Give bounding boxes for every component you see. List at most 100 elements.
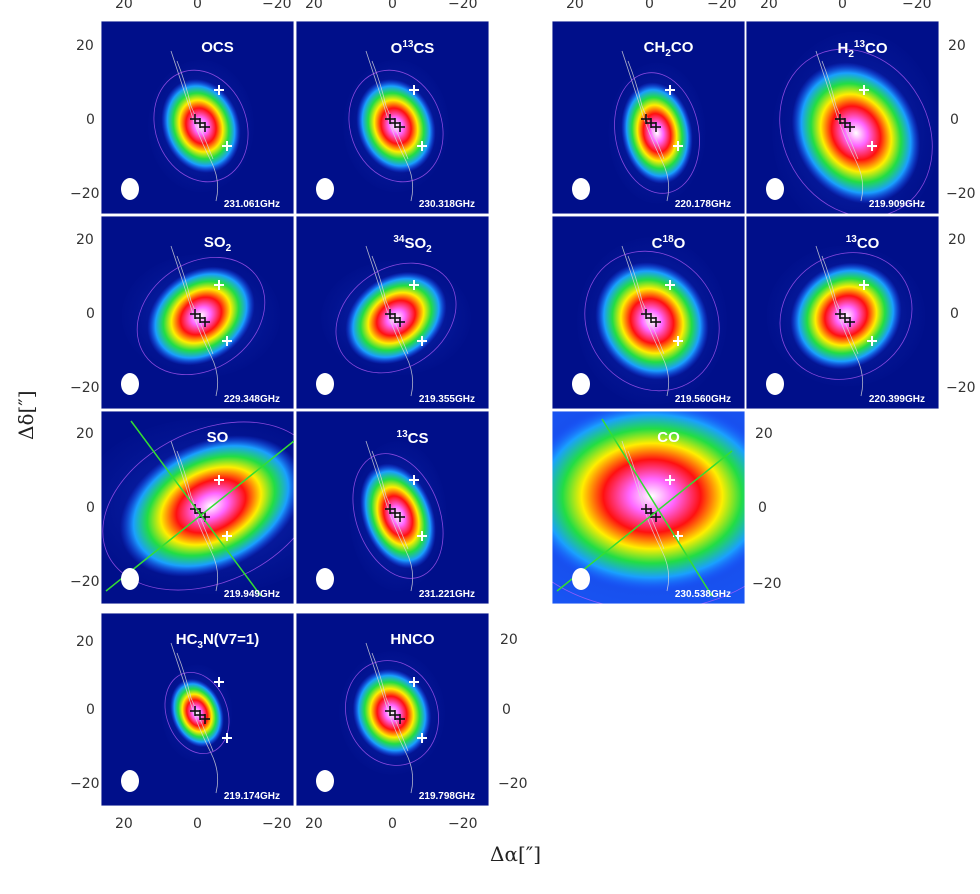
white-cross-markers: [409, 677, 427, 743]
white-cross-markers: [409, 280, 427, 346]
y-tick: −20: [70, 186, 100, 202]
beam-ellipse: [572, 178, 590, 200]
y-tick: 0: [86, 112, 95, 128]
bottom-tick: 0: [388, 816, 397, 832]
molecule-label: 13CS: [396, 429, 429, 447]
emission-map: [552, 411, 745, 604]
top-tick: 20: [115, 0, 133, 12]
y-tick-right: 20: [948, 232, 966, 248]
top-tick: 0: [193, 0, 202, 12]
emission-blob: [791, 62, 921, 204]
map-panel-hc3n: HC3N(V7=1) 219.174GHz: [101, 613, 294, 806]
emission-map: [101, 21, 294, 214]
white-cross-markers: [665, 85, 683, 151]
emission-blob: [161, 79, 241, 173]
white-cross-markers: [214, 677, 232, 743]
frequency-label: 219.174GHz: [223, 791, 280, 802]
y-tick-right: 0: [502, 702, 511, 718]
emission-blob: [595, 262, 709, 380]
emission-map: [746, 21, 939, 214]
y-tick: 0: [86, 500, 95, 516]
top-tick: −20: [448, 0, 478, 12]
beam-ellipse: [572, 373, 590, 395]
map-panel-34so2: 34SO2 219.355GHz: [296, 216, 489, 409]
y-tick: 20: [76, 38, 94, 54]
bottom-tick: −20: [262, 816, 292, 832]
top-tick: −20: [707, 0, 737, 12]
frequency-label: 231.221GHz: [418, 589, 475, 600]
y-tick-right: −20: [752, 576, 782, 592]
y-tick-right: 20: [500, 632, 518, 648]
molecule-label: CO: [657, 429, 680, 446]
y-tick: −20: [70, 380, 100, 396]
y-tick-right: −20: [946, 186, 976, 202]
molecule-label: O13CS: [390, 39, 435, 57]
frequency-label: 219.560GHz: [674, 394, 731, 405]
white-cross-markers: [409, 475, 427, 541]
emission-map: [296, 411, 489, 604]
molecule-label: OCS: [201, 39, 234, 56]
bottom-tick: −20: [448, 816, 478, 832]
frequency-label: 219.355GHz: [418, 394, 475, 405]
map-panel-13cs: 13CS 231.221GHz: [296, 411, 489, 604]
y-tick: −20: [70, 776, 100, 792]
top-tick: −20: [902, 0, 932, 12]
molecule-label: CH2CO: [643, 39, 694, 59]
frequency-label: 219.949GHz: [223, 589, 280, 600]
emission-blob: [360, 463, 436, 569]
emission-map: [296, 21, 489, 214]
y-tick-right: 20: [948, 38, 966, 54]
map-panel-13co: 13CO 220.399GHz: [746, 216, 939, 409]
black-cross-markers: [385, 309, 405, 327]
frequency-label: 229.348GHz: [223, 394, 280, 405]
beam-ellipse: [316, 770, 334, 792]
x-axis-label: Δα[″]: [490, 842, 542, 866]
y-tick-right: 0: [758, 500, 767, 516]
molecule-label: SO: [206, 429, 229, 446]
emission-blob: [356, 79, 436, 173]
black-cross-markers: [385, 706, 405, 724]
y-tick-right: 0: [950, 112, 959, 128]
outflow-axis-lines: [556, 418, 733, 597]
y-tick: 20: [76, 426, 94, 442]
beam-ellipse: [766, 178, 784, 200]
map-panel-ocs: OCS 231.061GHz: [101, 21, 294, 214]
map-panel-co: CO 230.538GHz: [552, 411, 745, 604]
top-tick: 20: [760, 0, 778, 12]
molecule-label: HC3N(V7=1): [175, 631, 260, 651]
y-axis-label: Δδ[″]: [14, 390, 38, 440]
y-tick-right: −20: [498, 776, 528, 792]
beam-ellipse: [316, 373, 334, 395]
frequency-label: 220.178GHz: [674, 199, 731, 210]
beam-ellipse: [316, 568, 334, 590]
frequency-label: 230.318GHz: [418, 199, 475, 210]
molecule-label: 13CO: [845, 234, 880, 252]
black-cross-markers: [641, 309, 661, 327]
emission-map: [296, 216, 489, 409]
white-cross-markers: [214, 85, 232, 151]
emission-blob: [621, 82, 693, 184]
black-cross-markers: [385, 114, 405, 132]
emission-map: [552, 21, 745, 214]
y-tick: 0: [86, 702, 95, 718]
y-tick: 20: [76, 232, 94, 248]
white-cross-markers: [409, 85, 427, 151]
molecule-label: C18O: [651, 234, 686, 252]
frequency-label: 219.909GHz: [868, 199, 925, 210]
y-tick: −20: [70, 574, 100, 590]
molecule-label: 34SO2: [393, 234, 432, 255]
map-panel-h213co: H213CO 219.909GHz: [746, 21, 939, 214]
white-cross-markers: [859, 85, 877, 151]
emission-map: [101, 216, 294, 409]
white-cross-markers: [214, 475, 232, 541]
top-tick: 0: [645, 0, 654, 12]
beam-ellipse: [121, 770, 139, 792]
y-tick-right: −20: [946, 380, 976, 396]
y-tick: 0: [86, 306, 95, 322]
black-cross-markers: [190, 309, 210, 327]
map-panel-so2: SO2 229.348GHz: [101, 216, 294, 409]
emission-map: [746, 216, 939, 409]
outflow-axis-lines: [105, 420, 294, 597]
black-cross-markers: [835, 309, 855, 327]
molecule-label: SO2: [203, 234, 232, 254]
